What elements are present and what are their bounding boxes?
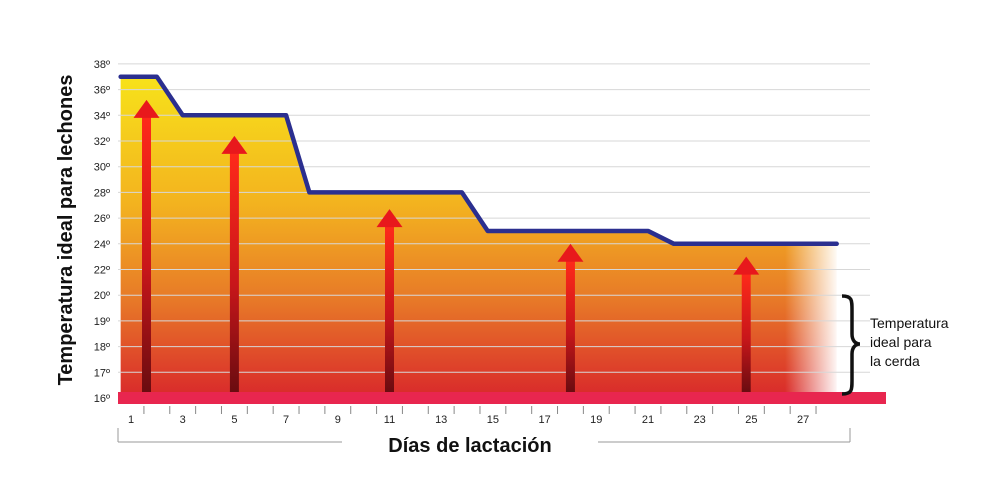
temperature-line-path <box>118 74 839 247</box>
arrow-shaft <box>741 272 751 392</box>
x-tick-label: 5 <box>231 414 237 426</box>
y-tick-label: 22º <box>94 265 110 277</box>
arrow-shaft <box>229 151 239 392</box>
y-axis-label: Temperatura ideal para lechones <box>55 75 77 386</box>
y-tick-label: 19º <box>94 316 110 328</box>
heat-arrow <box>376 209 403 392</box>
y-tick-label: 16º <box>94 393 110 405</box>
x-tick-label: 11 <box>384 414 395 426</box>
y-tick-label: 28º <box>94 187 110 199</box>
x-tick-label: 9 <box>335 414 341 426</box>
y-tick-label: 18º <box>94 342 110 354</box>
x-tick-label: 17 <box>538 414 550 426</box>
curly-brace <box>841 294 861 396</box>
heat-arrow <box>733 256 760 392</box>
x-tick-label: 23 <box>694 414 706 426</box>
x-axis: 1 3 5 7 9 11 13 15 17 19 21 23 25 27 <box>128 406 817 426</box>
y-tick-label: 17º <box>94 367 110 379</box>
x-tick-label: 3 <box>180 414 186 426</box>
y-axis-ticks: 16º 17º 18º 19º 20º 22º 24º 26º 28º 30º 32º 34º 36º 3… <box>94 59 110 405</box>
annotation-line-2: ideal para <box>870 334 932 350</box>
arrow-head <box>133 99 160 118</box>
arrow-shaft <box>565 259 575 392</box>
x-tick-label: 15 <box>487 414 499 426</box>
y-tick-label: 32º <box>94 136 110 148</box>
x-tick-label: 21 <box>642 414 654 426</box>
arrow-head <box>557 243 584 262</box>
x-tick-label: 27 <box>797 414 809 426</box>
warm-area-fill <box>120 76 837 398</box>
y-tick-label: 38º <box>94 59 110 71</box>
x-tick-label: 1 <box>128 414 134 426</box>
heat-arrow <box>221 135 248 392</box>
x-tick-label: 19 <box>590 414 602 426</box>
arrow-head <box>376 209 403 228</box>
heat-arrows <box>133 99 760 392</box>
x-tick-label: 7 <box>283 414 289 426</box>
sow-band <box>118 392 886 404</box>
y-tick-label: 26º <box>94 213 110 225</box>
y-tick-label: 30º <box>94 162 110 174</box>
sow-temperature-band <box>118 392 886 404</box>
x-tick-label: 13 <box>435 414 447 426</box>
y-tick-label: 34º <box>94 110 110 122</box>
annotation-line-1: Temperatura <box>870 315 949 331</box>
x-axis-label: Días de lactación <box>388 435 551 457</box>
heat-arrow <box>557 243 584 392</box>
y-tick-label: 20º <box>94 290 110 302</box>
warm-background <box>120 60 840 398</box>
arrow-head <box>733 256 760 275</box>
heat-arrow <box>133 99 160 392</box>
arrow-shaft <box>385 225 394 392</box>
arrow-head <box>221 135 248 154</box>
arrow-shaft <box>142 115 152 392</box>
y-tick-label: 24º <box>94 239 110 251</box>
fade-overlay <box>785 60 840 398</box>
x-tick-label: 25 <box>745 414 757 426</box>
temperature-line <box>118 74 839 247</box>
y-tick-label: 36º <box>94 85 110 97</box>
annotation-line-3: la cerda <box>870 353 920 369</box>
